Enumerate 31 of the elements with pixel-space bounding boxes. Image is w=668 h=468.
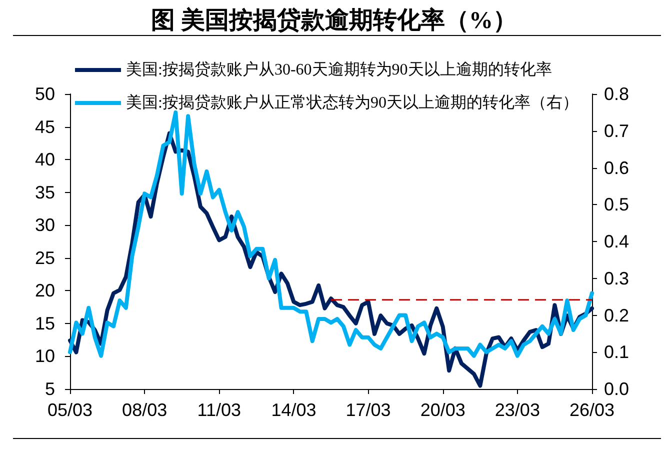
y-tick-label: 30 <box>34 215 55 236</box>
y2-tick-label: 0.5 <box>604 194 630 215</box>
y2-tick-label: 0.1 <box>604 342 630 362</box>
x-tick-label: 14/03 <box>271 400 316 420</box>
legend-label: 美国:按揭贷款账户从30-60天逾期转为90天以上逾期的转化率 <box>126 60 552 78</box>
x-tick-label: 05/03 <box>47 400 93 420</box>
y2-tick-label: 0.2 <box>604 305 630 326</box>
x-tick-label: 08/03 <box>122 400 168 420</box>
x-tick-label: 23/03 <box>494 400 540 420</box>
y-tick-label: 5 <box>44 379 55 399</box>
x-tick-label: 17/03 <box>346 400 391 420</box>
chart-title: 图 美国按揭贷款逾期转化率（%） <box>151 6 517 34</box>
y2-tick-label: 0.7 <box>604 120 630 141</box>
y-tick-label: 35 <box>34 182 55 202</box>
legend-label: 美国:按揭贷款账户从正常状态转为90天以上逾期的转化率（右） <box>126 94 578 112</box>
y2-tick-label: 0.3 <box>604 268 630 288</box>
y-tick-label: 25 <box>34 248 55 268</box>
y-tick-label: 50 <box>34 84 55 104</box>
y-tick-label: 20 <box>34 280 55 301</box>
y2-tick-label: 0.0 <box>604 379 630 399</box>
x-tick-label: 11/03 <box>197 400 241 420</box>
y2-tick-label: 0.8 <box>604 84 630 104</box>
y-tick-label: 10 <box>34 346 55 366</box>
y2-tick-label: 0.6 <box>604 158 630 178</box>
x-tick-label: 26/03 <box>569 400 615 420</box>
y-tick-label: 40 <box>34 150 55 170</box>
line-series <box>68 110 594 358</box>
x-tick-label: 20/03 <box>420 400 466 420</box>
y-tick-label: 15 <box>34 313 55 334</box>
y2-tick-label: 0.4 <box>604 232 630 252</box>
y-tick-label: 45 <box>34 116 55 137</box>
